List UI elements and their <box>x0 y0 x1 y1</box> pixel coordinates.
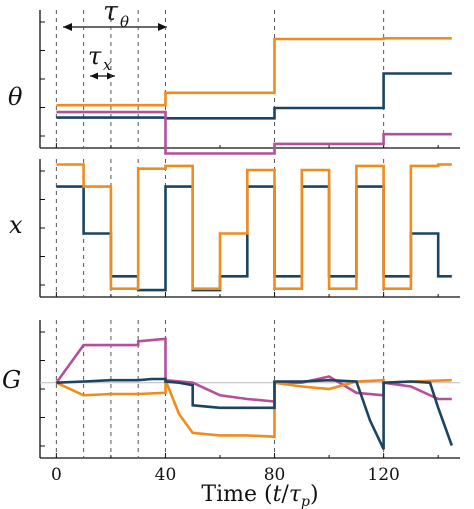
g-panel: 0 40 80 120 <box>39 320 460 485</box>
x-axis-title: Time (t/τp) <box>201 482 318 509</box>
tau-theta-arrowhead-right <box>158 23 167 31</box>
g-series-orange <box>55 378 452 439</box>
x-ylabel: x <box>9 211 23 239</box>
theta-series-orange <box>56 37 452 107</box>
theta-ylabel: θ <box>8 83 23 111</box>
tau-x-subscript: x <box>103 56 112 74</box>
theta-panel <box>39 10 460 155</box>
x-tick-label: 0 <box>51 465 62 485</box>
x-tick-label: 120 <box>367 465 399 485</box>
tau-theta-arrowhead-left <box>63 23 72 31</box>
x-panel <box>39 159 460 298</box>
x-series-orange <box>56 163 452 290</box>
x-tick-label: 80 <box>264 465 286 485</box>
theta-series-magenta <box>56 110 452 155</box>
g-series-magenta <box>55 337 452 403</box>
tau-x-arrowhead-left <box>90 72 98 80</box>
tau-theta-subscript: θ <box>120 13 129 31</box>
tau-x-label: τ <box>88 42 102 70</box>
g-series-navy <box>56 377 454 450</box>
g-ylabel: G <box>2 366 21 394</box>
x-tick-label: 40 <box>155 465 177 485</box>
x-series-navy <box>56 185 452 292</box>
tau-theta-annotation: τ θ <box>63 0 167 31</box>
